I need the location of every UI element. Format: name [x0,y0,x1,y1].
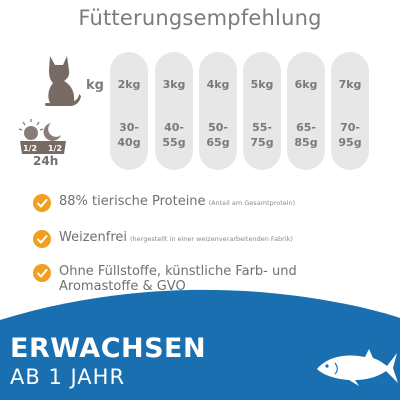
portion-column-2kg: 2kg 30- 40g [110,52,148,170]
column-weight: 7kg [338,78,362,91]
portion-column-3kg: 3kg 40- 55g [155,52,193,170]
column-weight: 3kg [162,78,186,91]
column-portion: 65- 85g [294,121,318,149]
tuna-fish-icon [317,349,398,386]
check-icon [33,230,51,248]
feature-text: 88% tierische Proteine (Anteil am Gesamtp… [59,194,296,209]
check-icon [33,264,51,282]
feature-note: (Anteil am Gesamtprotein) [208,199,296,207]
portion-column-6kg: 6kg 65- 85g [287,52,325,170]
day-label: 24h [33,154,59,168]
column-portion: 55- 75g [250,121,274,149]
half-right-label: 1/2 [48,144,62,153]
column-weight: 2kg [117,78,141,91]
column-portion: 50- 65g [206,121,230,149]
feature-text: Ohne Füllstoffe, künstliche Farb- und Ar… [59,264,297,294]
feature-note: (hergestellt in einer weizenverarbeitend… [130,235,293,243]
sun-moon-icon: 1/2 1/2 [18,119,66,154]
column-portion: 70- 95g [338,121,362,149]
column-portion: 40- 55g [162,121,186,149]
column-weight: 5kg [250,78,274,91]
weight-row-label: kg [86,78,104,93]
cat-icon [44,56,81,106]
feature-text: Weizenfrei (hergestellt in einer weizenve… [59,230,293,245]
check-icon [33,194,51,212]
banner-background [0,289,400,400]
half-left-label: 1/2 [23,144,37,153]
banner-title: ERWACHSEN [10,333,207,364]
portion-column-5kg: 5kg 55- 75g [243,52,281,170]
column-weight: 4kg [206,78,230,91]
portion-column-7kg: 7kg 70- 95g [331,52,369,170]
page-title: Fütterungsempfehlung [78,6,322,30]
column-weight: 6kg [294,78,318,91]
column-portion: 30- 40g [117,121,141,149]
portion-column-4kg: 4kg 50- 65g [199,52,237,170]
banner-subtitle: AB 1 JAHR [10,365,126,389]
